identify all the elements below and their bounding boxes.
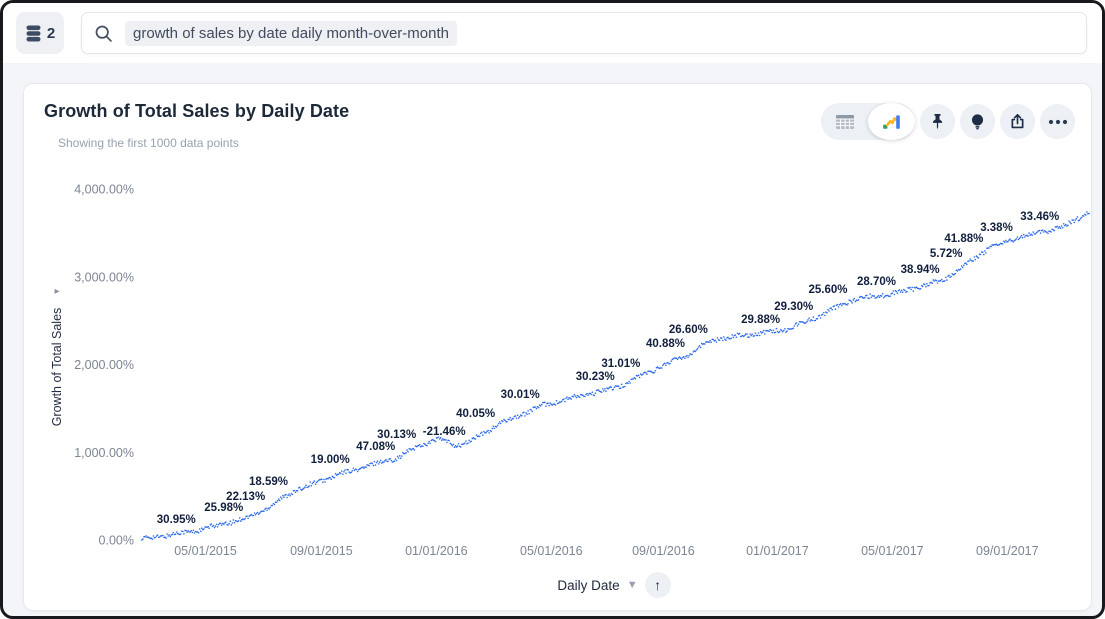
sort-ascending-button[interactable]: ↑ — [644, 572, 671, 598]
point-label: 40.05% — [456, 408, 495, 420]
y-axis: 0.00% 1,000.00% 2,000.00% 3,000.00% 4,000.00… — [74, 183, 134, 548]
chart-view-toggle[interactable] — [868, 103, 915, 140]
y-axis-tick: 4,000.00% — [74, 183, 134, 197]
viz-title: Growth of Total Sales by Daily Date — [44, 101, 350, 121]
arrow-up-icon: ↑ — [654, 577, 662, 593]
x-axis-tick: 09/01/2016 — [632, 544, 695, 558]
x-axis-control: Daily Date ▼ ↑ — [139, 572, 1089, 598]
view-toggle — [821, 103, 915, 140]
x-axis-tick: 05/01/2017 — [861, 544, 924, 558]
point-label: 25.60% — [808, 284, 847, 296]
share-button[interactable] — [1000, 104, 1035, 139]
point-label: 22.13% — [226, 491, 265, 503]
x-axis-tick: 05/01/2016 — [520, 544, 583, 558]
series-line-dots — [141, 211, 1090, 541]
datasource-count: 2 — [46, 24, 56, 42]
top-search-bar: 2 growth of sales by date daily month-ov… — [3, 3, 1102, 63]
insights-button[interactable] — [960, 104, 995, 139]
point-label: 19.00% — [311, 454, 350, 466]
step-chart-icon — [883, 115, 900, 129]
search-input[interactable]: growth of sales by date daily month-over… — [81, 12, 1087, 54]
point-label: 33.46% — [1020, 211, 1059, 223]
viz-subtitle: Showing the first 1000 data points — [58, 136, 239, 150]
ellipsis-icon — [1048, 119, 1067, 124]
point-label: 3.38% — [980, 222, 1013, 234]
point-label: 47.08% — [356, 441, 395, 453]
point-label: 30.95% — [157, 514, 196, 526]
card-header-left: Growth of Total Sales by Daily Date Show… — [44, 101, 349, 150]
x-axis-tick: 09/01/2017 — [976, 544, 1039, 558]
database-icon — [26, 25, 41, 41]
share-icon — [1011, 114, 1024, 129]
lightbulb-icon — [971, 114, 984, 130]
point-label: 29.88% — [741, 314, 780, 326]
y-axis-tick: 0.00% — [99, 534, 134, 548]
point-label: 31.01% — [601, 358, 640, 370]
x-axis-tick: 01/01/2016 — [405, 544, 468, 558]
viz-toolbar — [821, 103, 1075, 140]
point-label: 40.88% — [646, 338, 685, 350]
point-label: 28.70% — [857, 276, 896, 288]
point-labels: 30.95% 25.98%22.13% 18.59% 19.00% 47.08%30.1… — [155, 210, 1061, 528]
x-axis-tick: 01/01/2017 — [746, 544, 809, 558]
point-label: 30.01% — [501, 389, 540, 401]
search-query-token[interactable]: growth of sales by date daily month-over… — [125, 20, 457, 46]
y-axis-tick: 3,000.00% — [74, 270, 134, 284]
point-label: 29.30% — [774, 301, 813, 313]
point-label: 26.60% — [669, 324, 708, 336]
table-icon — [835, 114, 854, 129]
x-axis: 05/01/2015 09/01/2015 01/01/2016 05/01/2016… — [174, 544, 1038, 558]
card-header: Growth of Total Sales by Daily Date Show… — [24, 84, 1091, 150]
pin-icon — [932, 113, 943, 130]
point-label: 25.98% — [204, 502, 243, 514]
y-axis-caret-icon[interactable]: ▸ — [54, 286, 59, 297]
more-button[interactable] — [1040, 104, 1075, 139]
table-view-toggle[interactable] — [821, 103, 868, 140]
point-label: 30.23% — [576, 371, 615, 383]
point-label: 38.94% — [901, 264, 940, 276]
pin-button[interactable] — [920, 104, 955, 139]
x-axis-tick: 09/01/2015 — [290, 544, 353, 558]
x-axis-column-label[interactable]: Daily Date — [557, 577, 620, 593]
point-label: -21.46% — [423, 426, 466, 438]
y-axis-title[interactable]: Growth of Total Sales — [50, 308, 64, 427]
point-label: 30.13% — [377, 429, 416, 441]
growth-line-chart[interactable]: 0.00% 1,000.00% 2,000.00% 3,000.00% 4,000.00… — [24, 177, 1093, 577]
y-axis-tick: 2,000.00% — [74, 358, 134, 372]
point-label: 41.88% — [944, 233, 983, 245]
search-icon — [95, 25, 112, 42]
point-label: 18.59% — [249, 476, 288, 488]
point-label: 5.72% — [930, 248, 963, 260]
datasource-selector-button[interactable]: 2 — [16, 12, 64, 54]
chevron-down-icon[interactable]: ▼ — [626, 579, 638, 591]
answer-card: Growth of Total Sales by Daily Date Show… — [23, 83, 1092, 611]
y-axis-tick: 1,000.00% — [74, 446, 134, 460]
x-axis-tick: 05/01/2015 — [174, 544, 237, 558]
